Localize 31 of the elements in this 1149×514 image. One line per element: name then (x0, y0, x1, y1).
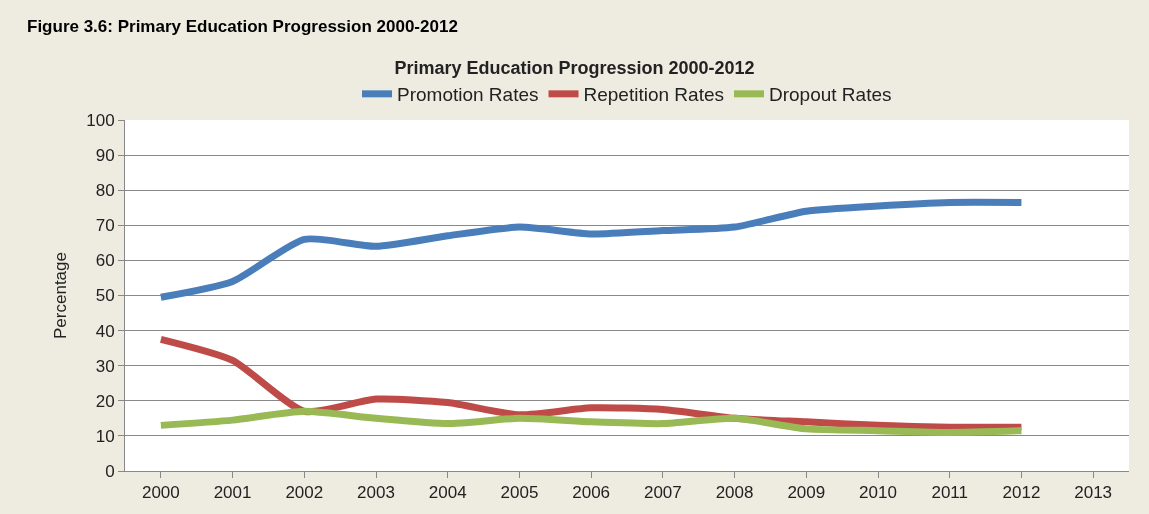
chart-title: Primary Education Progression 2000-2012 (394, 58, 755, 79)
y-tick-label: 0 (105, 461, 115, 481)
legend-label: Promotion Rates (397, 84, 539, 106)
legend-label: Dropout Rates (768, 84, 892, 106)
x-tick-label: 2000 (141, 483, 180, 503)
y-tick-label: 90 (95, 146, 115, 166)
x-tick-label: 2007 (643, 483, 682, 503)
x-tick-label: 2002 (285, 483, 324, 503)
x-tick-label: 2012 (1002, 483, 1041, 503)
x-tick-label: 2009 (787, 483, 826, 503)
y-tick-label: 40 (95, 321, 115, 341)
y-tick-label: 50 (95, 286, 115, 306)
x-tick-label: 2008 (715, 483, 754, 503)
y-tick-label: 20 (95, 391, 115, 411)
y-tick-label: 10 (95, 426, 115, 446)
x-tick-label: 2003 (357, 483, 395, 503)
x-tick-label: 2004 (428, 483, 467, 503)
x-tick-label: 2011 (931, 483, 968, 503)
x-tick-label: 2013 (1074, 483, 1113, 503)
y-tick-label: 80 (95, 181, 115, 201)
x-tick-label: 2006 (572, 483, 611, 503)
caption: Figure 3.6: Primary Education Progression 2000-2012 (27, 17, 458, 36)
legend-label: Repetition Rates (583, 84, 724, 106)
x-tick-label: 2001 (213, 483, 252, 503)
y-tick-label: 100 (86, 110, 115, 130)
x-tick-label: 2010 (859, 483, 897, 503)
y-tick-label: 70 (95, 216, 115, 236)
x-tick-label: 2005 (500, 483, 539, 503)
y-axis-title: Percentage (50, 252, 70, 339)
y-tick-label: 30 (95, 356, 115, 376)
y-tick-label: 60 (95, 251, 115, 271)
